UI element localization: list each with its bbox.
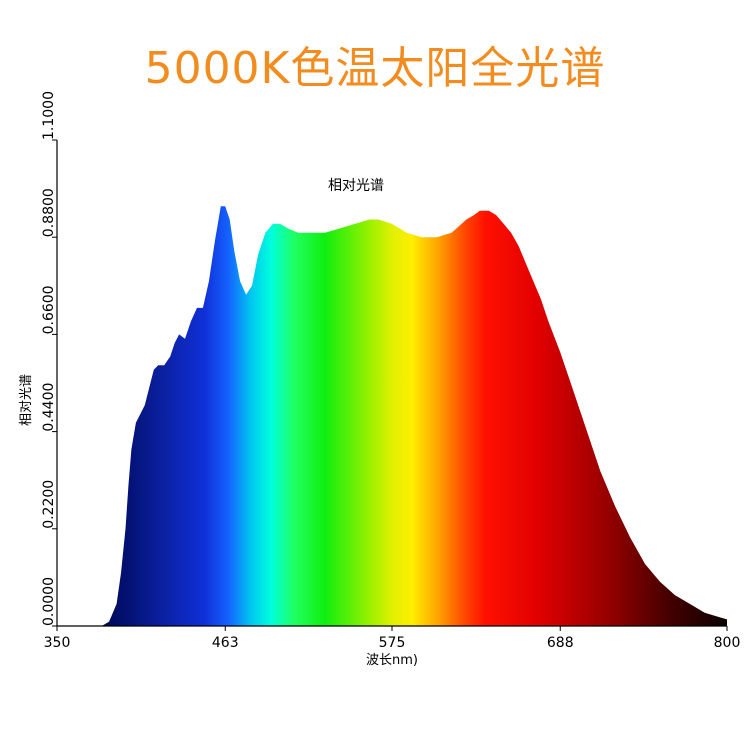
x-tick-label: 350 — [44, 635, 71, 651]
y-tick-label: 0.2200 — [41, 480, 57, 529]
x-tick-label: 800 — [714, 635, 741, 651]
y-tick-label: 0.0000 — [41, 577, 57, 626]
x-tick-label: 688 — [547, 635, 574, 651]
x-tick-label: 463 — [212, 635, 239, 651]
spectrum-area-layer — [101, 206, 727, 627]
spectrum-area — [101, 206, 727, 627]
page-title: 5000K色温太阳全光谱 — [144, 43, 606, 94]
x-axis-label: 波长nm) — [366, 653, 418, 668]
y-axis-label: 相对光谱 — [19, 374, 34, 426]
y-tick-label: 0.6600 — [41, 285, 57, 334]
y-tick-label: 0.8800 — [41, 188, 57, 237]
y-tick-group: 0.0000 0.2200 0.4400 0.6600 0.8800 1.1000 — [41, 91, 57, 627]
chart-title: 相对光谱 — [328, 178, 384, 194]
y-tick-label: 0.4400 — [41, 383, 57, 432]
y-tick-label: 1.1000 — [41, 91, 57, 140]
x-tick-label: 575 — [379, 635, 406, 651]
x-tick-group: 350 463 575 688 800 — [44, 626, 741, 651]
